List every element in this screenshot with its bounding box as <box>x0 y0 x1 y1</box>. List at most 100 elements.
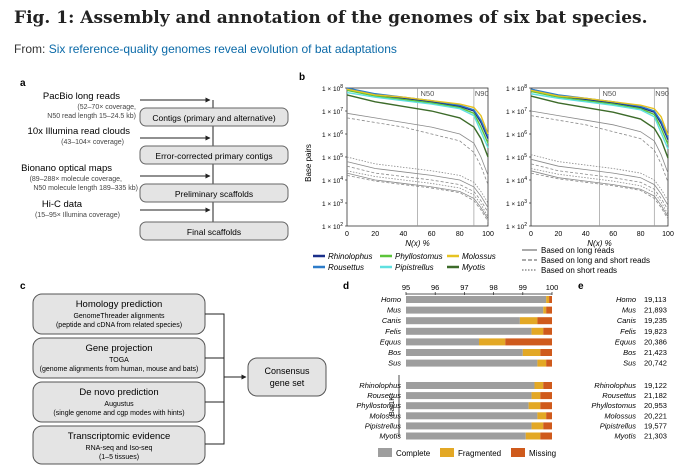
step-contigs: Contigs (primary and alternative) <box>152 113 275 123</box>
legend-complete: Complete <box>396 449 431 458</box>
b-xtick: 100 <box>482 231 494 238</box>
b-series-myotis <box>530 95 669 159</box>
e-gene-count: 20,221 <box>644 411 667 420</box>
b-grey-curve <box>530 168 669 215</box>
b-ytick: 1 × 106 <box>506 130 527 139</box>
e-species: Rousettus <box>602 391 636 400</box>
b-series-pipistrellus <box>346 91 489 149</box>
b-series-pipistrellus <box>530 93 669 150</box>
d-bar-missing <box>543 422 552 430</box>
d-bar-fragmented <box>522 349 541 356</box>
b-xtick: 60 <box>609 231 617 238</box>
projection-sub-2: (genome alignments from human, mouse and… <box>40 366 199 373</box>
d-category-label: Felis <box>385 327 401 336</box>
b-xtick: 60 <box>428 231 436 238</box>
step-box-preliminary <box>139 183 289 203</box>
b-grey-curve <box>346 172 489 220</box>
b-n90-label: N90 <box>655 89 669 98</box>
projection-title: Gene projection <box>85 343 152 354</box>
d-bar-complete <box>406 432 526 440</box>
b-legend-reads: Based on long reads Based on long and sh… <box>522 246 650 275</box>
legend-rousettus: Rousettus <box>328 263 364 272</box>
b-ytick: 1 × 107 <box>506 107 527 116</box>
legend-molossus: Molossus <box>462 252 496 261</box>
d-category-label: Rhinolophus <box>359 381 401 390</box>
bat1k-group-label: Bat1K <box>387 396 396 416</box>
input-bionano-sub-2: N50 molecule length 189–335 kb) <box>33 185 138 192</box>
b-grey-curve <box>346 175 489 222</box>
b-series-molossus <box>346 88 489 135</box>
b-n50-label: N50 <box>603 89 617 98</box>
step-box-error-corrected <box>139 145 289 165</box>
d-bar-missing <box>546 359 552 367</box>
b-grey-curve <box>530 115 669 183</box>
input-10x-title: 10x Illumina read clouds <box>28 126 131 137</box>
from-label: From: <box>14 42 46 56</box>
step-final: Final scaffolds <box>187 227 241 237</box>
denovo-title: De novo prediction <box>79 387 158 398</box>
legend-long-reads: Based on long reads <box>541 246 614 255</box>
input-10x-sub: (43–104× coverage) <box>61 139 124 146</box>
b-xlabel: N(x) % <box>405 239 429 248</box>
b-grey-curve <box>346 112 489 176</box>
b-ytick: 1 × 102 <box>322 222 343 231</box>
b-n50-label: N50 <box>421 89 435 98</box>
d-bar-fragmented <box>537 359 547 367</box>
legend-myotis: Myotis <box>462 263 485 272</box>
input-pacbio-title: PacBio long reads <box>43 91 120 102</box>
legend-rhinolophus: Rhinolophus <box>328 252 372 261</box>
d-bar-fragmented <box>479 338 506 346</box>
panel-b-label: b <box>299 72 305 83</box>
consensus-line-1: Consensus <box>264 366 310 376</box>
b-n90-label: N90 <box>475 89 489 98</box>
b-ytick: 1 × 108 <box>506 84 527 93</box>
transcriptomic-sub-1: RNA-seq and Iso-seq <box>86 445 153 452</box>
legend-phyllostomus: Phyllostomus <box>395 252 443 261</box>
e-species: Sus <box>623 359 636 368</box>
b-grey-curve <box>530 172 669 220</box>
transcriptomic-sub-2: (1–5 tissues) <box>99 454 139 461</box>
d-category-label: Mus <box>387 306 401 315</box>
d-bar-complete <box>406 296 547 303</box>
consensus-line-2: gene set <box>270 378 305 388</box>
legend-fragmented-swatch <box>440 448 454 457</box>
b-legend-species: Rhinolophus Phyllostomus Molossus Rouset… <box>313 252 496 272</box>
e-gene-count: 19,122 <box>644 381 667 390</box>
d-category-label: Pipistrellus <box>365 421 402 430</box>
contiguity-plot-right: N50 N90 1 × 108 1 × 107 1 × 106 1 × 105 1 × 10… <box>506 84 674 248</box>
d-bar-fragmented <box>537 412 547 420</box>
legend-long-short-reads: Based on long and short reads <box>541 256 650 265</box>
d-category-label: Sus <box>388 359 401 368</box>
b-ylabel: Base pairs <box>304 144 313 182</box>
d-bar-complete <box>406 382 535 389</box>
b-ytick: 1 × 104 <box>322 176 343 185</box>
b-grey-curve <box>346 117 489 185</box>
d-bar-complete <box>406 392 532 400</box>
panel-b-contiguity-plots: b Base pairs N50 N90 1 × 108 1 × 107 1 × 106… <box>299 72 674 275</box>
d-bar-missing <box>540 432 552 440</box>
e-gene-count: 20,742 <box>644 359 667 368</box>
d-bar-fragmented <box>534 382 544 389</box>
legend-missing: Missing <box>529 449 556 458</box>
input-pacbio-sub-2: N50 read length 15–24.5 kb) <box>47 113 136 120</box>
figure-title: Fig. 1: Assembly and annotation of the g… <box>14 8 648 28</box>
d-category-label: Homo <box>381 295 401 304</box>
e-species: Canis <box>617 316 636 325</box>
d-bar-fragmented <box>543 306 547 314</box>
d-bar-missing <box>546 306 552 314</box>
d-category-label: Canis <box>382 316 401 325</box>
b-ytick: 1 × 103 <box>322 199 343 208</box>
d-xtick: 96 <box>431 283 439 292</box>
b-ytick: 1 × 107 <box>322 107 343 116</box>
d-bar-complete <box>406 327 532 335</box>
step-error-corrected: Error-corrected primary contigs <box>155 151 272 161</box>
source-article-link[interactable]: Six reference-quality genomes reveal evo… <box>48 42 397 56</box>
step-preliminary: Preliminary scaffolds <box>175 189 253 199</box>
gene-count-table: Homo 19,113 Mus 21,893 Canis 19,235 Felis 19,82… <box>591 295 667 441</box>
e-species: Equus <box>615 337 637 346</box>
denovo-sub-1: Augustus <box>104 401 134 408</box>
d-category-label: Molossus <box>369 411 401 420</box>
b-grey-curve <box>346 170 489 217</box>
